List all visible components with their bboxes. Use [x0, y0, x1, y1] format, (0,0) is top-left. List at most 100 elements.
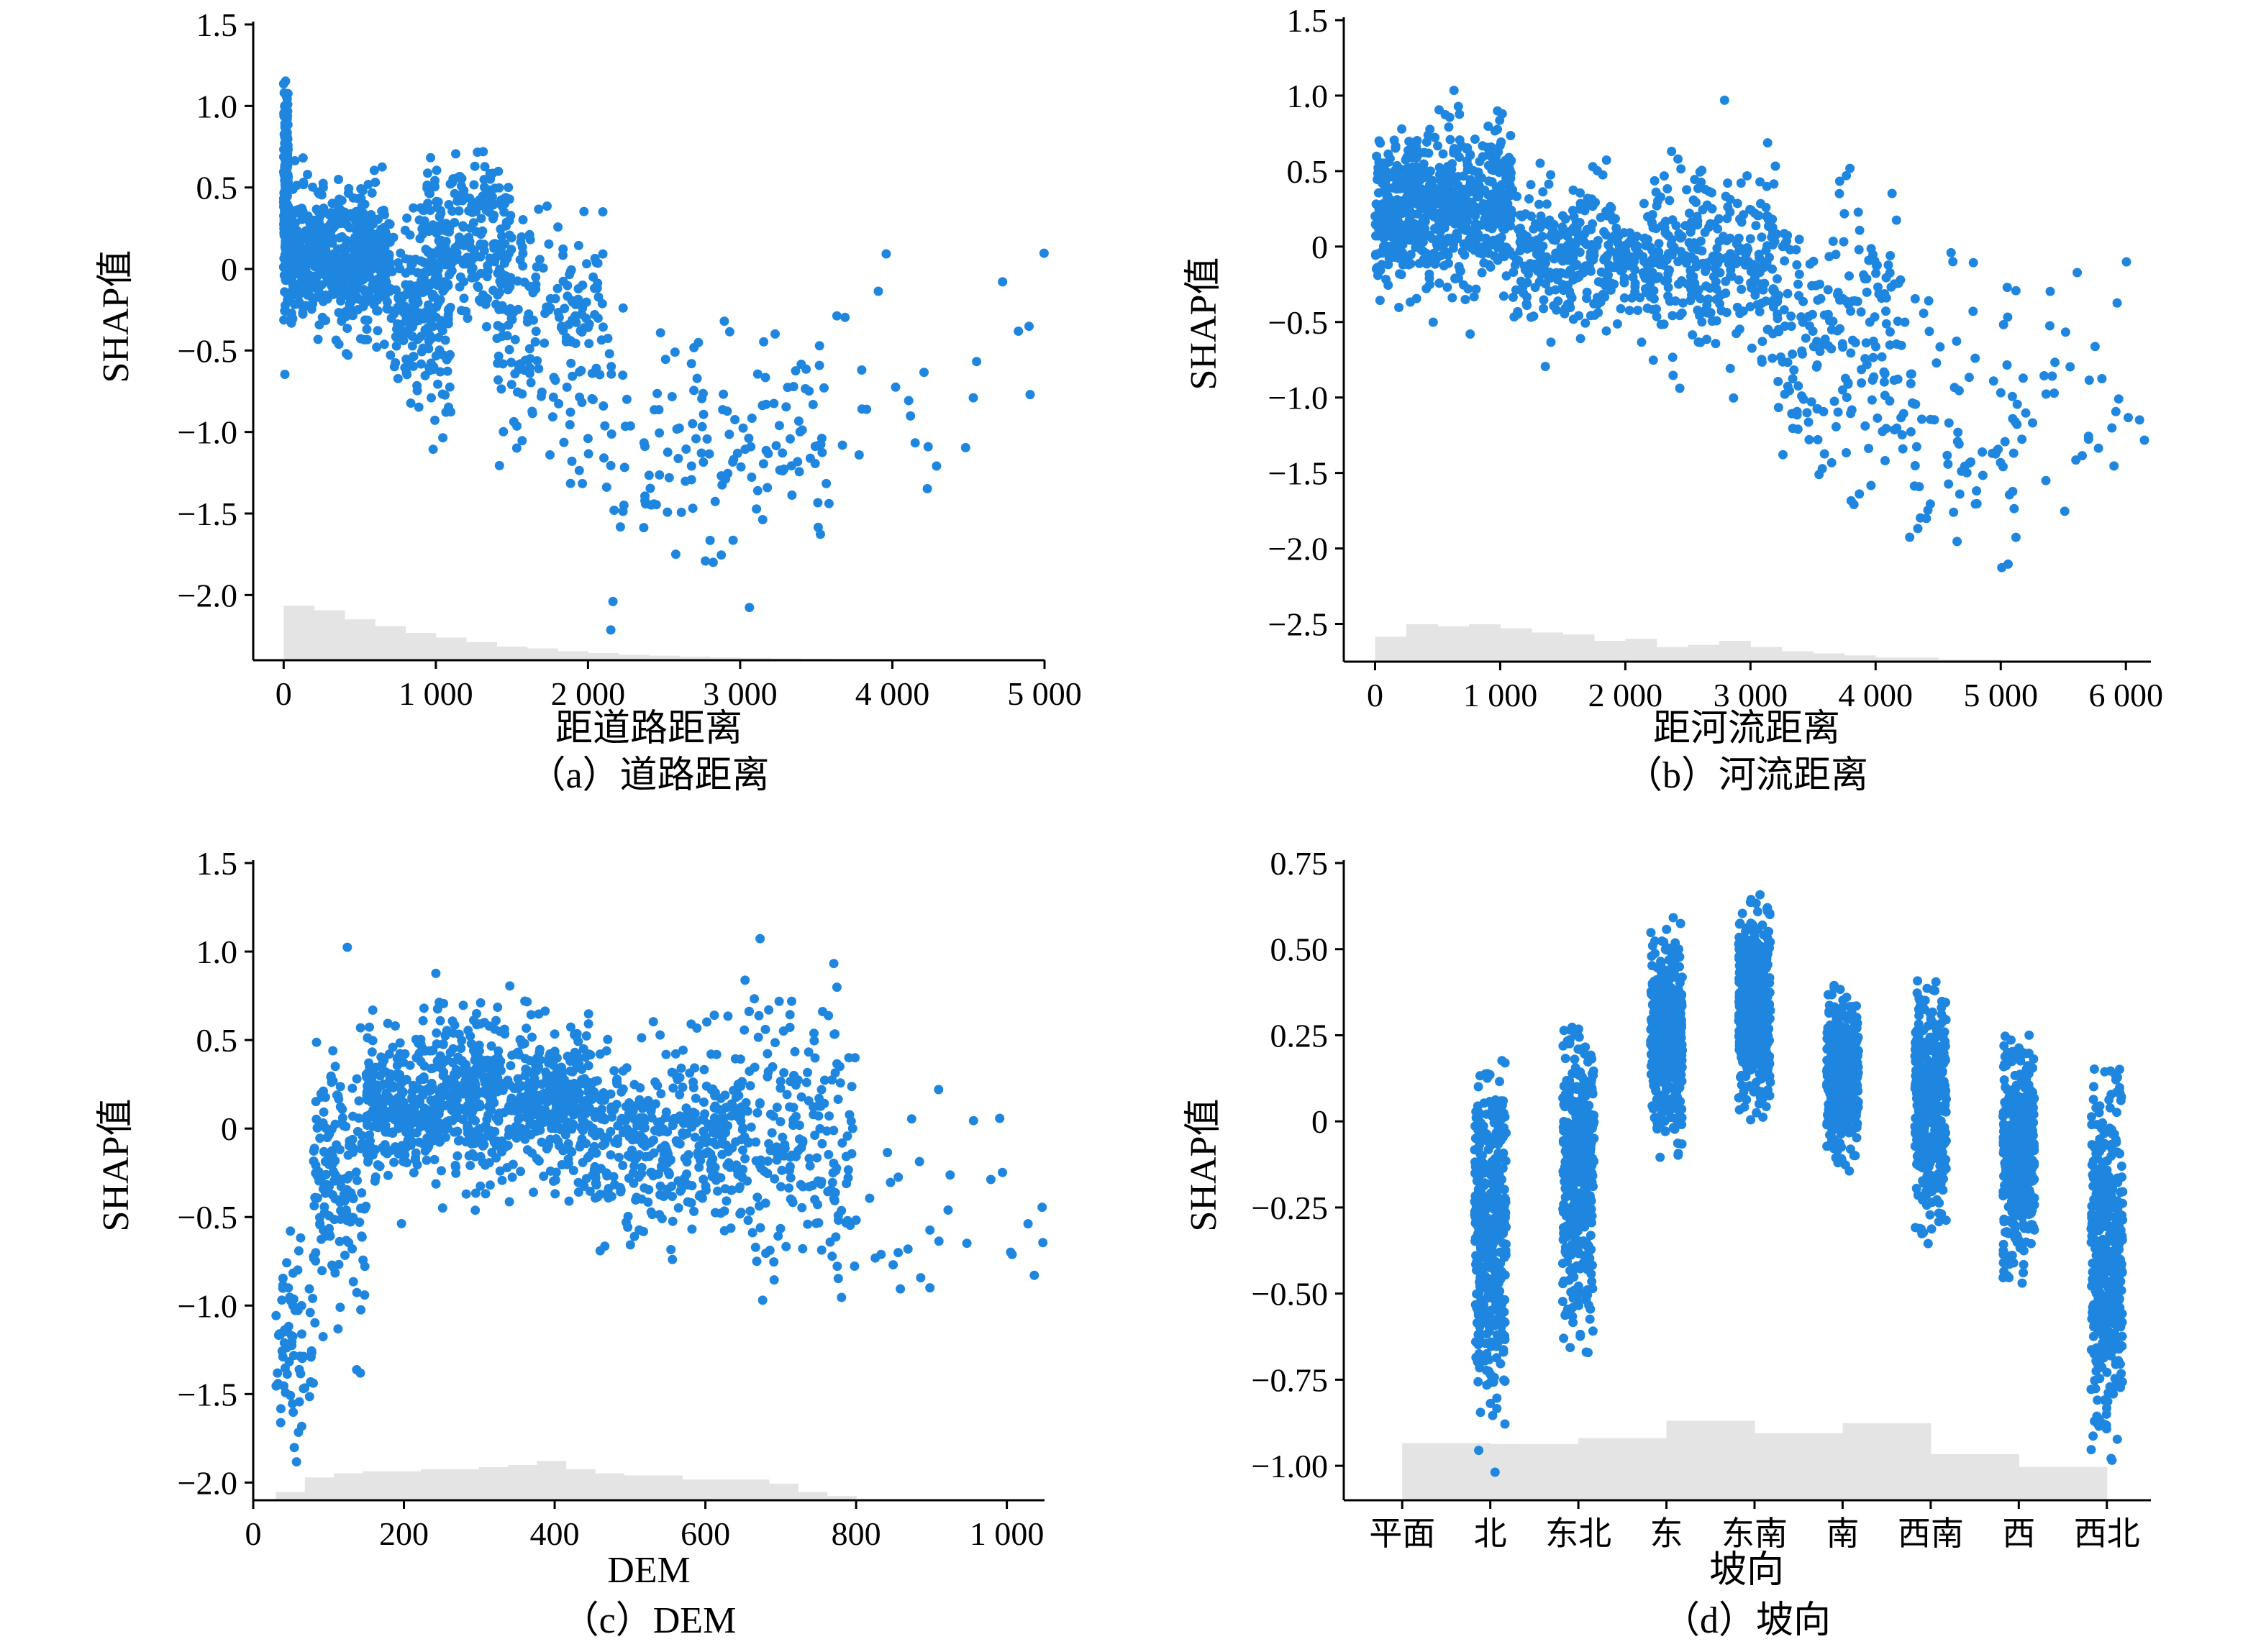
data-point	[1562, 280, 1573, 291]
data-point	[754, 1010, 764, 1021]
data-point	[591, 1178, 601, 1188]
data-point	[1964, 373, 1974, 383]
data-point	[1545, 231, 1555, 241]
data-point	[1514, 255, 1524, 265]
data-point	[550, 1189, 560, 1199]
data-point	[432, 165, 442, 175]
data-point	[1436, 188, 1446, 198]
data-point	[470, 1188, 481, 1198]
data-point	[333, 244, 343, 254]
data-point	[1757, 337, 1767, 347]
hist-bar	[527, 648, 558, 660]
data-point	[733, 1080, 743, 1090]
data-point	[666, 1245, 676, 1254]
data-point	[494, 460, 504, 470]
data-point	[280, 370, 290, 379]
data-point	[493, 358, 503, 368]
data-point	[618, 1066, 628, 1076]
data-point	[493, 351, 504, 361]
data-point	[361, 1201, 371, 1211]
data-point	[606, 1150, 616, 1160]
data-point	[289, 1443, 299, 1453]
data-point	[1726, 271, 1737, 281]
data-point	[393, 1073, 404, 1083]
data-point	[824, 1149, 834, 1159]
data-point	[726, 1223, 736, 1233]
data-point	[578, 478, 588, 488]
data-point	[769, 398, 779, 409]
data-point	[1677, 276, 1687, 286]
data-point	[1429, 196, 1439, 206]
data-point	[615, 522, 625, 532]
data-point	[1425, 124, 1435, 134]
data-point	[699, 1097, 709, 1107]
data-point	[436, 1100, 446, 1110]
hist-bar	[1593, 641, 1626, 662]
data-point	[685, 1068, 695, 1078]
data-point	[438, 1039, 448, 1049]
data-point	[832, 311, 842, 321]
data-point	[550, 1029, 560, 1039]
data-point	[770, 1038, 780, 1048]
data-point	[1665, 296, 1675, 306]
data-point	[299, 178, 309, 187]
data-point	[448, 1028, 458, 1038]
data-point	[495, 1026, 505, 1036]
data-point	[1732, 329, 1742, 339]
data-point	[476, 214, 486, 224]
data-point	[665, 1156, 675, 1165]
data-point	[1538, 187, 1548, 197]
data-point	[1953, 427, 1963, 437]
data-point	[706, 1049, 716, 1059]
data-point	[571, 317, 581, 327]
data-point	[377, 162, 387, 172]
hist-bar	[363, 1471, 393, 1500]
data-point	[1504, 152, 1514, 163]
data-point	[547, 1123, 556, 1133]
data-point	[649, 1148, 659, 1158]
data-point	[549, 1082, 559, 1092]
data-point	[1879, 367, 1889, 377]
data-point	[1538, 268, 1548, 278]
data-point	[2139, 435, 2149, 445]
data-point	[1383, 280, 1393, 290]
data-point	[573, 297, 583, 307]
data-point	[530, 337, 540, 347]
data-point	[1905, 532, 1915, 542]
data-point	[2049, 388, 2059, 398]
data-point	[1675, 383, 1685, 393]
data-point	[1921, 514, 1931, 524]
data-point	[2028, 418, 2037, 428]
data-point	[595, 370, 605, 380]
data-point	[1708, 272, 1719, 282]
data-point	[497, 301, 507, 311]
x-tick-label: 4 000	[855, 675, 930, 712]
data-point	[692, 1023, 702, 1033]
data-point	[960, 442, 970, 452]
data-point	[740, 975, 750, 985]
data-point	[534, 364, 544, 374]
data-point	[1793, 381, 1803, 391]
data-point	[650, 1077, 660, 1087]
y-tick-label: 0	[221, 251, 237, 288]
hist-bar	[450, 1469, 480, 1500]
data-point	[606, 625, 616, 635]
data-point	[506, 357, 517, 368]
data-point	[655, 1030, 665, 1040]
x-tick-label: 5 000	[1964, 677, 2039, 713]
data-point	[710, 496, 720, 506]
hist-bar	[1625, 639, 1657, 662]
data-point	[401, 316, 411, 327]
data-point	[442, 1116, 452, 1126]
data-point	[1601, 155, 1611, 165]
hist-bar	[478, 1466, 509, 1500]
data-point	[597, 298, 607, 309]
data-point	[334, 175, 343, 184]
data-point	[481, 299, 491, 309]
data-point	[274, 1329, 284, 1339]
data-point	[1668, 370, 1678, 380]
data-point	[373, 1160, 383, 1170]
data-point	[1955, 489, 1965, 499]
data-point	[506, 1095, 516, 1105]
data-point	[1847, 405, 1857, 415]
